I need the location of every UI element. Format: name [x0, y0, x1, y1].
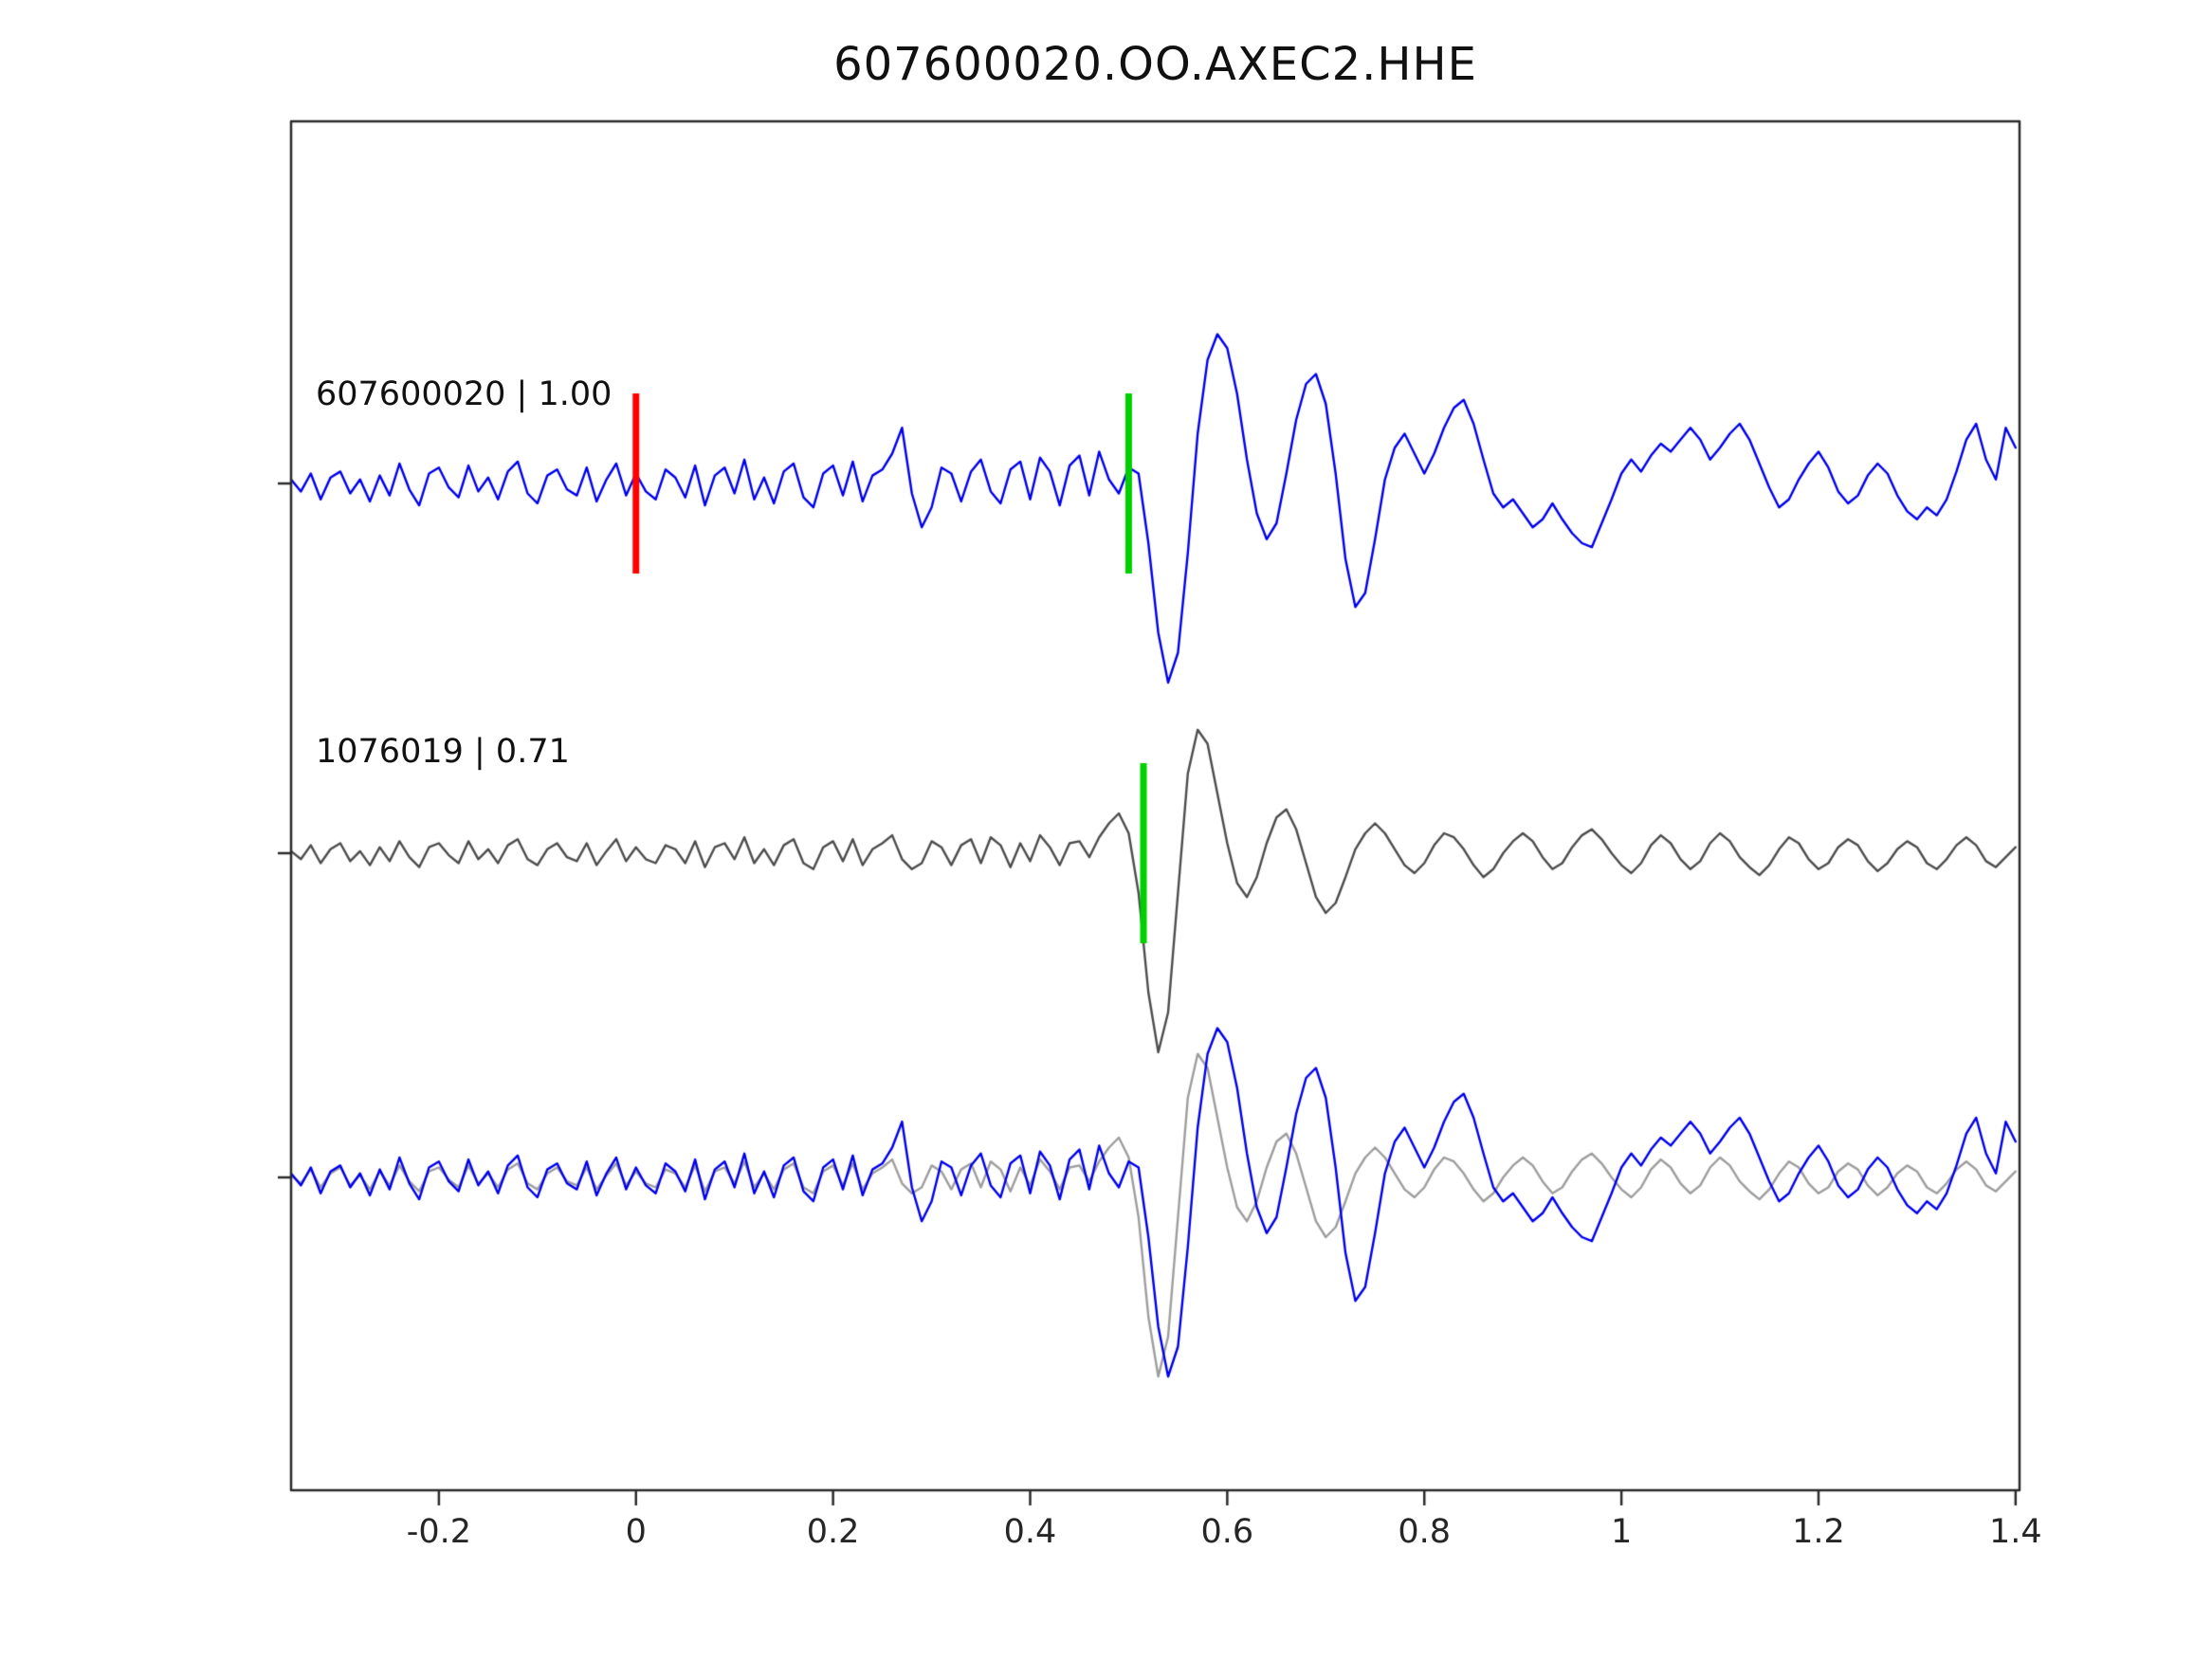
x-tick-label: -0.2	[406, 1513, 472, 1551]
trace-label-reference: 607600020 | 1.00	[316, 375, 612, 413]
figure-title: 607600020.OO.AXEC2.HHE	[833, 38, 1477, 91]
x-tick-label: 0.2	[806, 1513, 860, 1551]
x-tick-label: 0.8	[1398, 1513, 1452, 1551]
x-tick-label: 1	[1610, 1513, 1633, 1551]
x-tick-label: 1.2	[1792, 1513, 1845, 1551]
x-tick-label: 1.4	[1988, 1513, 2042, 1551]
x-tick-label: 0.6	[1200, 1513, 1254, 1551]
x-tick-label: 0	[625, 1513, 647, 1551]
x-tick-label: 0.4	[1003, 1513, 1057, 1551]
trace-label-match: 1076019 | 0.71	[316, 733, 570, 771]
